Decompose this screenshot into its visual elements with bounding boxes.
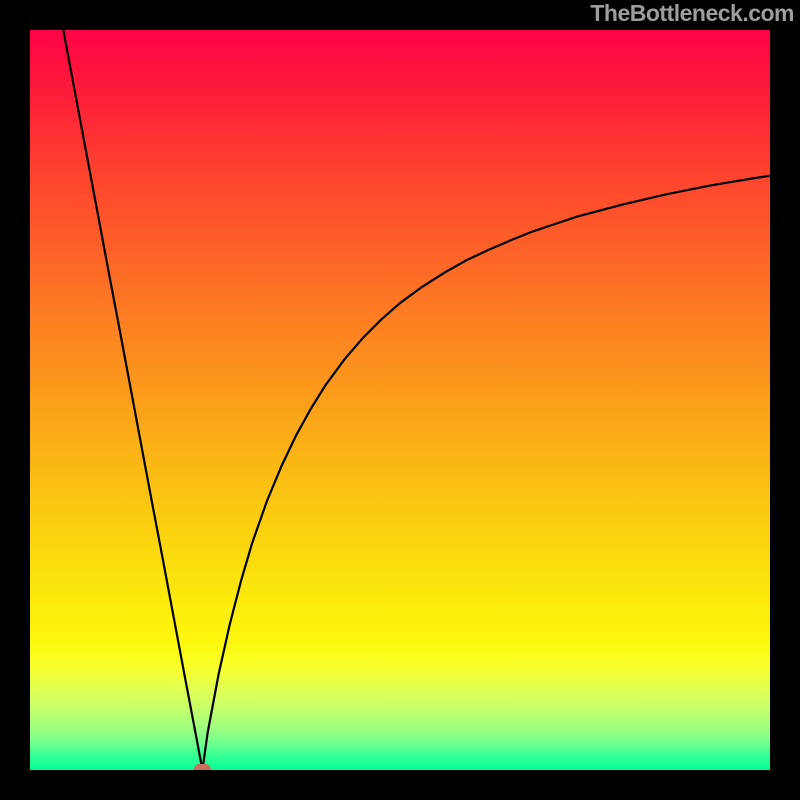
watermark-label: TheBottleneck.com <box>590 0 794 27</box>
chart-background <box>30 30 770 770</box>
bottleneck-chart <box>30 30 770 770</box>
chart-svg <box>30 30 770 770</box>
chart-frame: TheBottleneck.com <box>0 0 800 800</box>
optimal-marker <box>194 764 211 770</box>
